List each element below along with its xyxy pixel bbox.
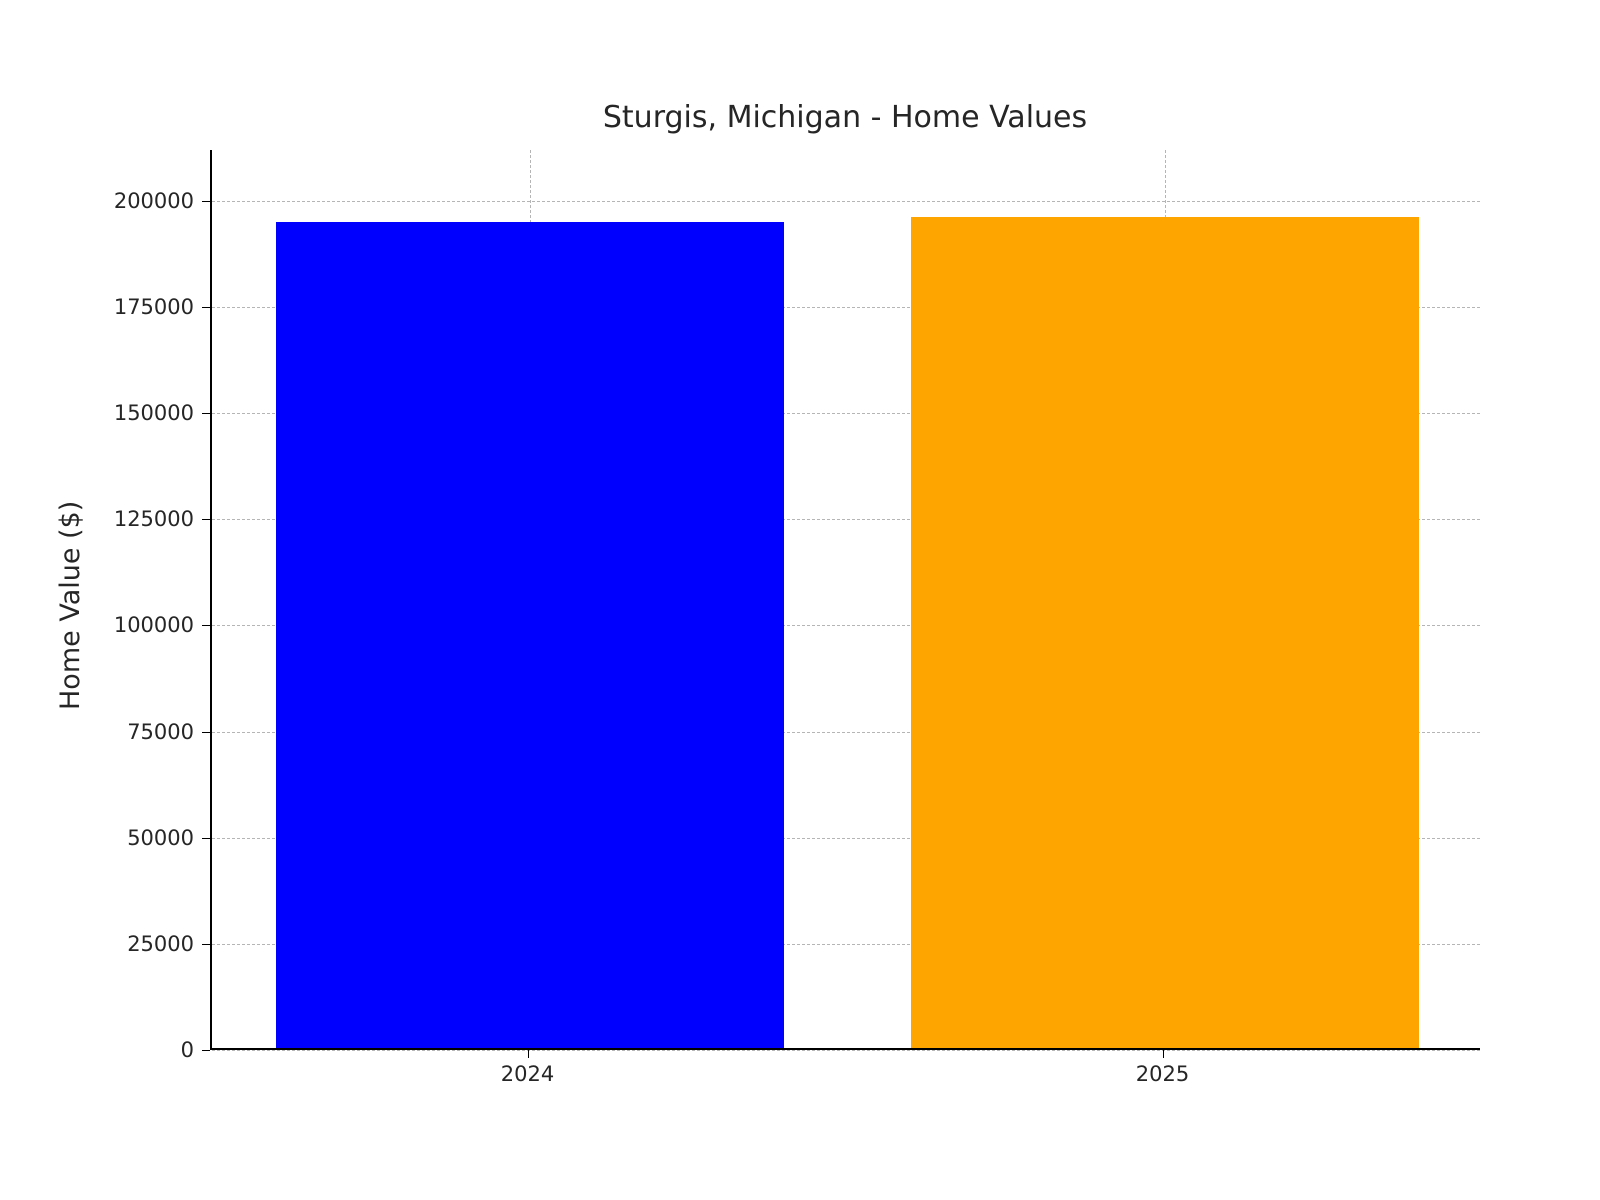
chart-figure: Sturgis, Michigan - Home Values Home Val… (0, 0, 1600, 1200)
ytick-mark (202, 413, 210, 414)
ytick-label: 50000 (0, 826, 194, 850)
ytick-mark (202, 625, 210, 626)
ytick-label: 75000 (0, 720, 194, 744)
ytick-label: 0 (0, 1038, 194, 1062)
xtick-label: 2025 (1136, 1062, 1189, 1086)
ytick-label: 125000 (0, 507, 194, 531)
gridline-horizontal (212, 1050, 1480, 1051)
ytick-mark (202, 519, 210, 520)
ytick-label: 175000 (0, 295, 194, 319)
ytick-label: 200000 (0, 189, 194, 213)
ytick-label: 150000 (0, 401, 194, 425)
bar (276, 222, 784, 1048)
gridline-horizontal (212, 201, 1480, 202)
ytick-mark (202, 307, 210, 308)
ytick-label: 100000 (0, 613, 194, 637)
ytick-label: 25000 (0, 932, 194, 956)
ytick-mark (202, 838, 210, 839)
y-axis-label: Home Value ($) (55, 501, 86, 710)
ytick-mark (202, 732, 210, 733)
xtick-mark (1163, 1050, 1164, 1058)
ytick-mark (202, 201, 210, 202)
ytick-mark (202, 944, 210, 945)
bar (911, 217, 1419, 1048)
ytick-mark (202, 1050, 210, 1051)
chart-title: Sturgis, Michigan - Home Values (210, 100, 1480, 135)
xtick-label: 2024 (501, 1062, 554, 1086)
plot-area (210, 150, 1480, 1050)
xtick-mark (528, 1050, 529, 1058)
